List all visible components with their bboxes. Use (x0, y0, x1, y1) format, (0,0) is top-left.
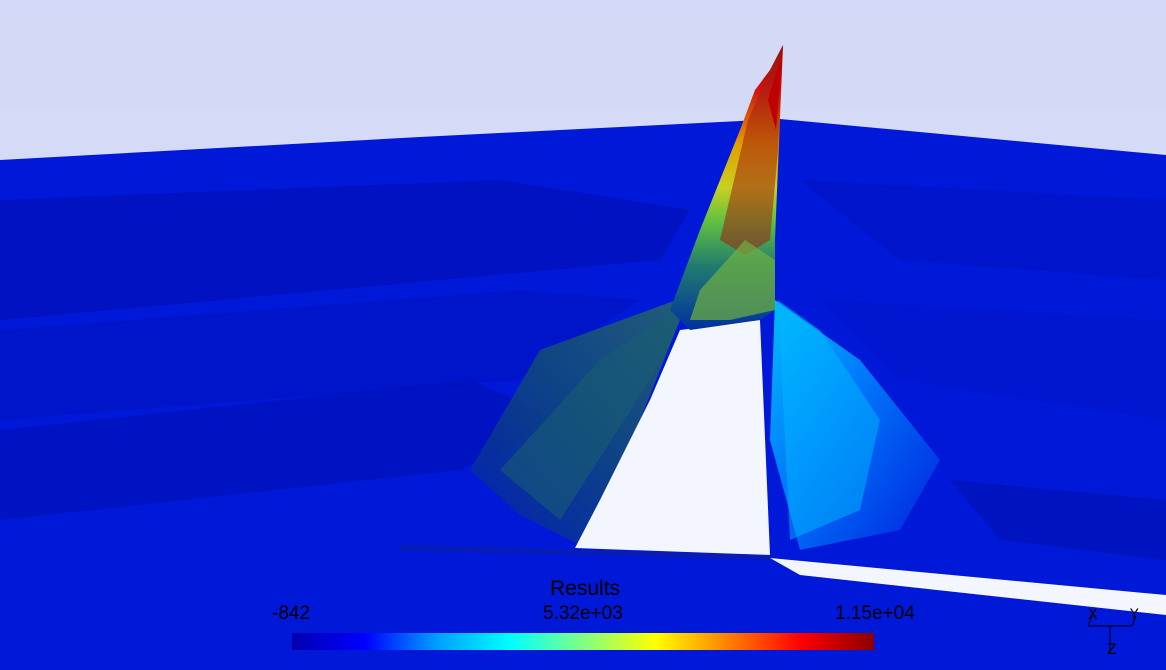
mesh-edge (400, 545, 770, 560)
axis-z-label: Z (1107, 642, 1117, 658)
mesh-band (0, 180, 690, 320)
mesh-peak-face (720, 45, 783, 255)
mesh-hole (575, 320, 770, 555)
mesh-band (0, 380, 560, 520)
colorbar (292, 633, 874, 650)
axis-triad: X Y Z (1080, 604, 1150, 664)
mesh-fan-right (778, 300, 880, 540)
legend-max-label: 1.15e+04 (835, 603, 915, 624)
legend-min-label: -842 (272, 603, 311, 624)
mesh-peak-face (768, 45, 783, 130)
mesh-gap (770, 558, 1166, 615)
mesh-peak-face (690, 240, 775, 320)
mesh-band (800, 180, 1166, 280)
mesh-band (0, 290, 640, 420)
axis-y-label: Y (1130, 607, 1139, 623)
mesh-fan-left (500, 300, 690, 520)
axis-triad-lines (1087, 615, 1137, 654)
legend-mid-label: 5.32e+03 (543, 603, 623, 624)
mesh-band (950, 480, 1166, 560)
legend-title: Results (550, 577, 621, 600)
axis-x-label: X (1088, 607, 1098, 623)
mesh-band (820, 300, 1166, 420)
